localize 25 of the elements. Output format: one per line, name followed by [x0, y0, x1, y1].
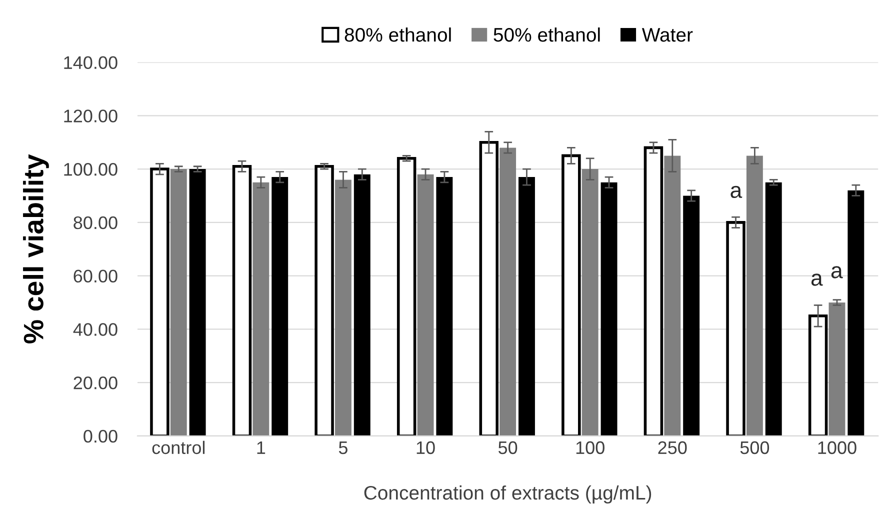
y-tick-label: 100.00 — [64, 162, 118, 176]
y-tick-label: 60.00 — [74, 270, 118, 283]
x-tick-label: control — [152, 440, 205, 454]
annotation: a — [831, 266, 843, 278]
y-tick-label: 20.00 — [74, 376, 118, 390]
y-axis-title: % cell viability — [23, 154, 49, 344]
x-axis-title: Concentration of extracts (µg/mL) — [364, 485, 652, 504]
x-tick-label: 5 — [338, 441, 348, 454]
y-tick-label: 140.00 — [64, 56, 118, 69]
x-tick-label: 500 — [740, 441, 770, 454]
legend-label: 80% ethanol — [344, 27, 451, 42]
annotation: a — [811, 274, 823, 286]
y-tick-label: 40.00 — [73, 323, 118, 336]
legend-label: 50% ethanol — [494, 27, 600, 42]
y-tick-label: 120.00 — [64, 110, 118, 122]
x-tick-label: 10 — [416, 441, 435, 454]
x-tick-label: 1 — [257, 441, 266, 454]
x-tick-label: 250 — [658, 441, 687, 454]
y-tick-label: 80.00 — [74, 216, 118, 230]
annotation: a — [730, 186, 742, 198]
x-tick-label: 50 — [498, 441, 518, 454]
x-tick-label: 1000 — [818, 441, 856, 454]
x-tick-label: 100 — [576, 441, 604, 454]
legend-label: Water — [642, 28, 693, 42]
y-tick-label: 0.00 — [84, 430, 118, 443]
